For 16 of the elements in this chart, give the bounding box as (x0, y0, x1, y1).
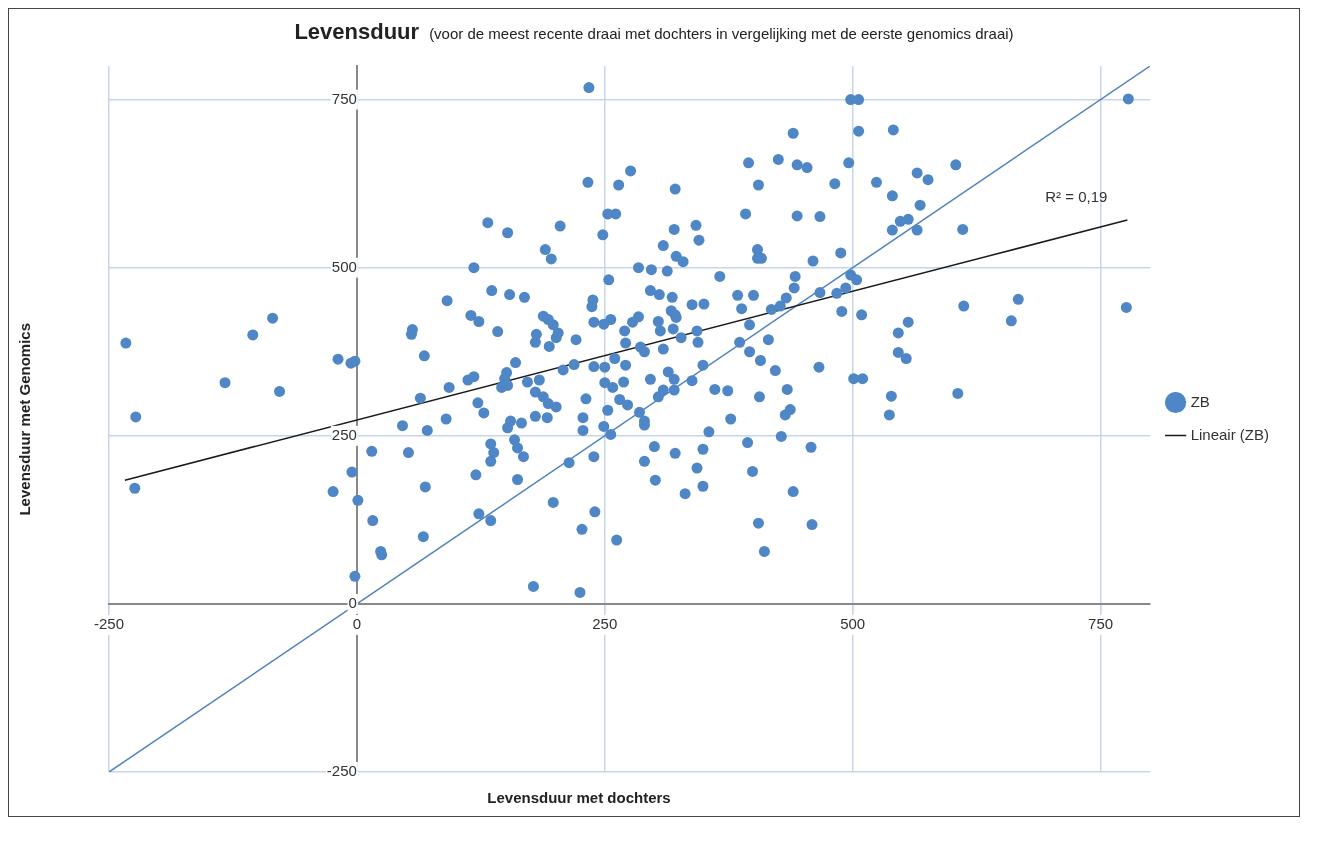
x-axis-title: Levensduur met dochters (486, 789, 672, 806)
legend-label: Lineair (ZB) (1190, 425, 1269, 443)
y-tick-label: 250 (331, 425, 357, 443)
y-tick-label: 0 (348, 594, 357, 612)
x-tick-label: 750 (1088, 615, 1114, 633)
x-tick-label: 500 (840, 615, 866, 633)
y-axis-title: Levensduur met Genomics (15, 322, 33, 516)
x-tick-label: 250 (592, 615, 618, 633)
legend-label: ZB (1190, 392, 1210, 410)
y-tick-label: 750 (331, 89, 357, 107)
x-tick-label: -250 (93, 615, 125, 633)
y-tick-label: 500 (331, 257, 357, 275)
annotation: R² = 0,19 (1045, 188, 1108, 206)
chart-title: Levensduur (294, 19, 420, 44)
chart-subtitle: (voor de meest recente draai met dochters in vergelijking met de eerste genomics draai) (429, 25, 1014, 42)
y-tick-label: -250 (326, 762, 357, 780)
